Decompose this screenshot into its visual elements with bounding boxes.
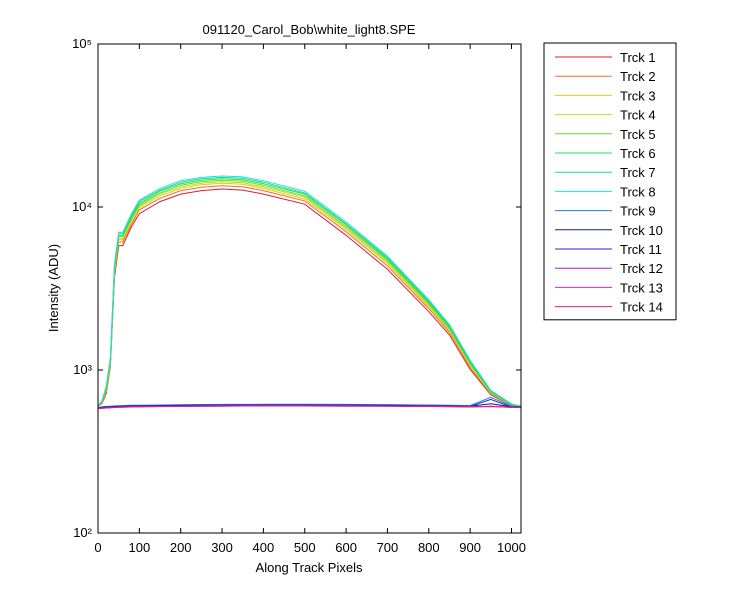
x-tick-label: 500 — [294, 540, 316, 555]
plot-frame — [97, 43, 522, 534]
legend-label: Trck 5 — [620, 127, 656, 142]
x-axis-label: Along Track Pixels — [256, 560, 363, 575]
legend-label: Trck 9 — [620, 204, 656, 219]
x-tick-label: 200 — [170, 540, 192, 555]
y-tick-label: 10³ — [73, 362, 92, 377]
legend-label: Trck 13 — [620, 280, 663, 295]
chart-title: 091120_Carol_Bob\white_light8.SPE — [203, 22, 416, 37]
legend-label: Trck 4 — [620, 108, 656, 123]
x-tick-label: 400 — [253, 540, 275, 555]
legend-label: Trck 7 — [620, 165, 656, 180]
x-tick-label: 1000 — [497, 540, 526, 555]
x-tick-label: 0 — [94, 540, 101, 555]
legend-label: Trck 8 — [620, 184, 656, 199]
series-line — [97, 405, 522, 409]
x-tick-label: 700 — [377, 540, 399, 555]
x-tick-label: 600 — [335, 540, 357, 555]
legend-label: Trck 12 — [620, 261, 663, 276]
series-line — [97, 396, 522, 408]
series-line — [97, 175, 522, 407]
legend-box — [543, 42, 677, 321]
y-tick-label: 10⁵ — [72, 36, 92, 51]
legend-label: Trck 14 — [620, 300, 663, 315]
x-tick-label: 300 — [211, 540, 233, 555]
y-tick-label: 10⁴ — [72, 199, 92, 214]
legend-label: Trck 2 — [620, 69, 656, 84]
legend-label: Trck 6 — [620, 146, 656, 161]
legend-label: Trck 3 — [620, 88, 656, 103]
y-tick-label: 10² — [73, 525, 92, 540]
x-tick-label: 800 — [418, 540, 440, 555]
x-tick-label: 100 — [128, 540, 150, 555]
legend-label: Trck 11 — [620, 242, 662, 257]
legend-label: Trck 10 — [620, 223, 663, 238]
legend-label: Trck 1 — [620, 50, 656, 65]
x-tick-label: 900 — [459, 540, 481, 555]
y-axis-label: Intensity (ADU) — [46, 244, 61, 332]
